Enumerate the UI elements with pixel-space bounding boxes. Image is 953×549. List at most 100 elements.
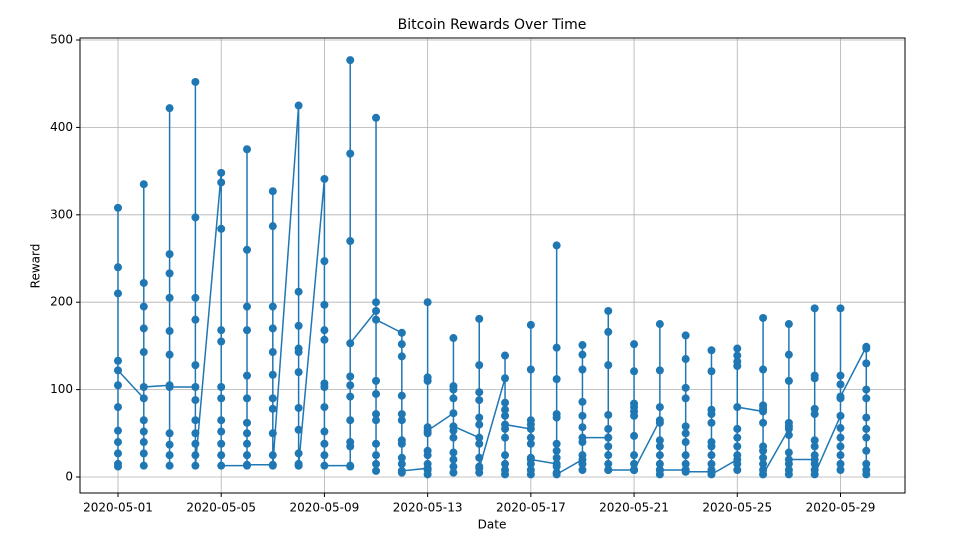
- data-point: [578, 411, 587, 420]
- data-point: [501, 459, 510, 468]
- y-tick-label: 0: [65, 470, 73, 484]
- data-point: [449, 422, 458, 431]
- data-point: [294, 321, 303, 330]
- data-point: [320, 439, 329, 448]
- data-point: [578, 350, 587, 359]
- data-point: [113, 403, 122, 412]
- data-point: [578, 397, 587, 406]
- data-point: [681, 394, 690, 403]
- data-point: [733, 466, 742, 475]
- data-point: [113, 356, 122, 365]
- data-point: [217, 168, 226, 177]
- data-point: [243, 429, 252, 438]
- data-point: [552, 470, 561, 479]
- data-point: [372, 315, 381, 324]
- data-point: [191, 77, 200, 86]
- data-point: [784, 455, 793, 464]
- data-point: [139, 180, 148, 189]
- data-point: [423, 376, 432, 385]
- x-tick-label: 2020-05-29: [806, 501, 876, 515]
- data-point: [810, 442, 819, 451]
- data-point: [268, 302, 277, 311]
- data-point: [681, 451, 690, 460]
- data-point: [578, 341, 587, 350]
- data-point: [784, 431, 793, 440]
- data-point: [139, 302, 148, 311]
- data-point: [397, 352, 406, 361]
- x-tick-label: 2020-05-13: [393, 501, 463, 515]
- data-point: [423, 298, 432, 307]
- y-tick-label: 100: [50, 382, 73, 396]
- data-point: [320, 451, 329, 460]
- data-point: [604, 451, 613, 460]
- data-point: [139, 382, 148, 391]
- data-point: [759, 459, 768, 468]
- data-point: [165, 327, 174, 336]
- data-point: [372, 439, 381, 448]
- data-point: [372, 459, 381, 468]
- data-point: [552, 462, 561, 471]
- data-point: [655, 436, 664, 445]
- data-point: [501, 374, 510, 383]
- data-point: [681, 355, 690, 364]
- data-point: [320, 326, 329, 335]
- data-point: [604, 327, 613, 336]
- data-point: [346, 462, 355, 471]
- data-point: [397, 391, 406, 400]
- x-tick-label: 2020-05-21: [599, 501, 669, 515]
- data-point: [526, 439, 535, 448]
- data-point: [346, 392, 355, 401]
- data-point: [475, 433, 484, 442]
- data-point: [655, 451, 664, 460]
- data-point: [397, 328, 406, 337]
- data-point: [217, 461, 226, 470]
- data-point: [165, 250, 174, 259]
- data-point: [759, 446, 768, 455]
- data-point: [604, 410, 613, 419]
- data-point: [191, 213, 200, 222]
- x-tick-label: 2020-05-09: [290, 501, 360, 515]
- data-point: [810, 436, 819, 445]
- data-point: [294, 287, 303, 296]
- data-point: [836, 466, 845, 475]
- data-point: [862, 433, 871, 442]
- data-point: [449, 433, 458, 442]
- data-point: [552, 453, 561, 462]
- data-point: [113, 263, 122, 272]
- data-point: [862, 413, 871, 422]
- data-point: [191, 461, 200, 470]
- data-point: [784, 448, 793, 457]
- data-point: [862, 394, 871, 403]
- data-point: [165, 269, 174, 278]
- data-point: [268, 324, 277, 333]
- data-point: [655, 459, 664, 468]
- data-point: [294, 425, 303, 434]
- data-point: [759, 418, 768, 427]
- data-point: [139, 278, 148, 287]
- data-point: [578, 466, 587, 475]
- data-point: [733, 344, 742, 353]
- data-point: [681, 429, 690, 438]
- y-axis-label: Reward: [29, 244, 43, 289]
- data-point: [191, 361, 200, 370]
- data-point: [113, 462, 122, 471]
- data-point: [836, 442, 845, 451]
- data-point: [449, 409, 458, 418]
- data-point: [862, 344, 871, 353]
- data-point: [165, 104, 174, 113]
- data-point: [501, 398, 510, 407]
- data-point: [397, 340, 406, 349]
- data-point: [268, 394, 277, 403]
- data-point: [165, 440, 174, 449]
- data-point: [268, 370, 277, 379]
- data-point: [759, 365, 768, 374]
- data-point: [139, 324, 148, 333]
- data-point: [578, 365, 587, 374]
- data-point: [449, 455, 458, 464]
- data-point: [449, 462, 458, 471]
- data-point: [836, 451, 845, 460]
- data-point: [733, 459, 742, 468]
- data-point: [733, 362, 742, 371]
- data-point: [630, 431, 639, 440]
- data-point: [243, 145, 252, 154]
